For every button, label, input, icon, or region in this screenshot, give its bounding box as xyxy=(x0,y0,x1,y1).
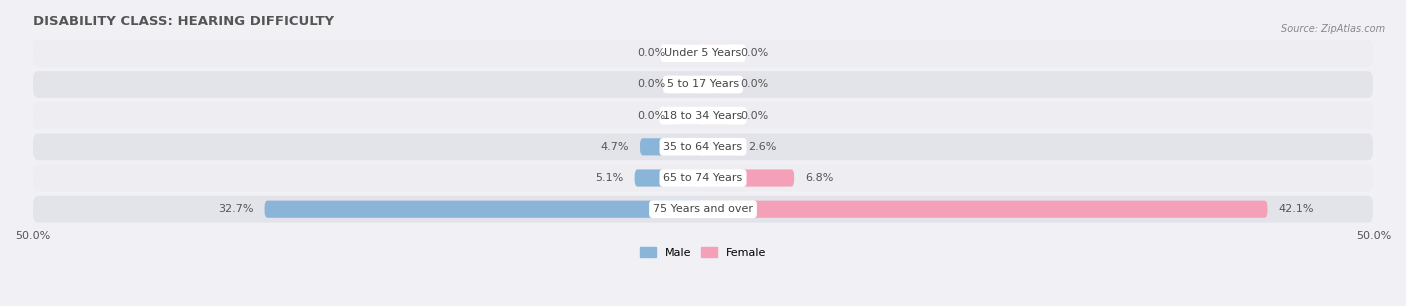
Text: Under 5 Years: Under 5 Years xyxy=(665,48,741,58)
Text: 65 to 74 Years: 65 to 74 Years xyxy=(664,173,742,183)
FancyBboxPatch shape xyxy=(32,165,1374,192)
Text: 35 to 64 Years: 35 to 64 Years xyxy=(664,142,742,152)
FancyBboxPatch shape xyxy=(703,138,738,155)
FancyBboxPatch shape xyxy=(703,45,730,62)
Text: 0.0%: 0.0% xyxy=(741,48,769,58)
Text: 2.6%: 2.6% xyxy=(748,142,778,152)
Text: 0.0%: 0.0% xyxy=(741,80,769,89)
FancyBboxPatch shape xyxy=(703,107,730,124)
Text: 5.1%: 5.1% xyxy=(596,173,624,183)
FancyBboxPatch shape xyxy=(676,45,703,62)
FancyBboxPatch shape xyxy=(32,196,1374,223)
FancyBboxPatch shape xyxy=(32,71,1374,98)
Text: 75 Years and over: 75 Years and over xyxy=(652,204,754,214)
Text: 42.1%: 42.1% xyxy=(1278,204,1313,214)
Text: 4.7%: 4.7% xyxy=(600,142,630,152)
FancyBboxPatch shape xyxy=(640,138,703,155)
FancyBboxPatch shape xyxy=(703,201,1267,218)
FancyBboxPatch shape xyxy=(32,102,1374,129)
FancyBboxPatch shape xyxy=(703,170,794,187)
Text: 6.8%: 6.8% xyxy=(804,173,834,183)
FancyBboxPatch shape xyxy=(634,170,703,187)
FancyBboxPatch shape xyxy=(703,76,730,93)
FancyBboxPatch shape xyxy=(264,201,703,218)
Text: 0.0%: 0.0% xyxy=(637,111,665,121)
FancyBboxPatch shape xyxy=(32,40,1374,67)
Legend: Male, Female: Male, Female xyxy=(636,243,770,263)
Text: Source: ZipAtlas.com: Source: ZipAtlas.com xyxy=(1281,24,1385,35)
Text: DISABILITY CLASS: HEARING DIFFICULTY: DISABILITY CLASS: HEARING DIFFICULTY xyxy=(32,15,333,28)
Text: 18 to 34 Years: 18 to 34 Years xyxy=(664,111,742,121)
Text: 0.0%: 0.0% xyxy=(741,111,769,121)
FancyBboxPatch shape xyxy=(676,107,703,124)
Text: 5 to 17 Years: 5 to 17 Years xyxy=(666,80,740,89)
FancyBboxPatch shape xyxy=(676,76,703,93)
Text: 32.7%: 32.7% xyxy=(218,204,254,214)
FancyBboxPatch shape xyxy=(32,133,1374,160)
Text: 0.0%: 0.0% xyxy=(637,80,665,89)
Text: 0.0%: 0.0% xyxy=(637,48,665,58)
